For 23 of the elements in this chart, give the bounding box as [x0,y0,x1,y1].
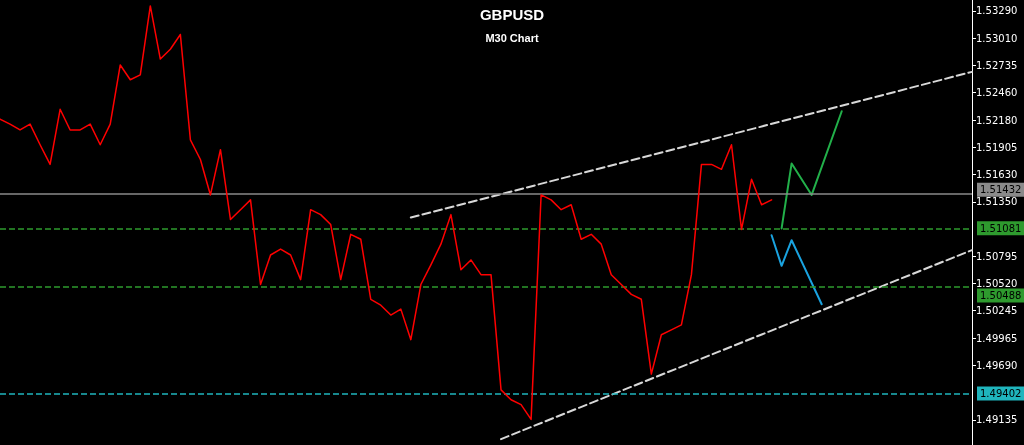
line-series [0,5,773,421]
y-tick-label: 1.50245 [976,305,1018,317]
y-tick-label: 1.52460 [976,87,1018,99]
chart-title: GBPUSD [479,6,545,23]
ref-line-label: 1.51432 [980,184,1022,196]
y-tick-label: 1.52735 [976,59,1018,71]
y-tick-label: 1.49965 [976,332,1018,344]
y-tick-label: 1.52180 [976,114,1018,126]
ref-line-label: 1.51081 [980,222,1022,234]
y-tick-label: 1.51905 [976,141,1018,153]
y-tick-label: 1.51630 [976,168,1018,180]
ref-line-label: 1.49402 [980,388,1022,400]
y-tick-label: 1.50795 [976,250,1018,262]
y-tick-label: 1.51350 [976,196,1018,208]
text: M30 Chart [485,31,539,44]
line-series [780,110,843,230]
y-tick-label: 1.49135 [976,414,1018,426]
y-tick-label: 1.53010 [976,32,1018,44]
line-series [770,234,823,306]
y-tick-label: 1.49690 [976,359,1018,371]
y-tick-label: 1.53290 [976,5,1018,17]
ref-line-label: 1.50488 [980,290,1022,302]
y-tick-label: 1.50520 [976,278,1018,290]
